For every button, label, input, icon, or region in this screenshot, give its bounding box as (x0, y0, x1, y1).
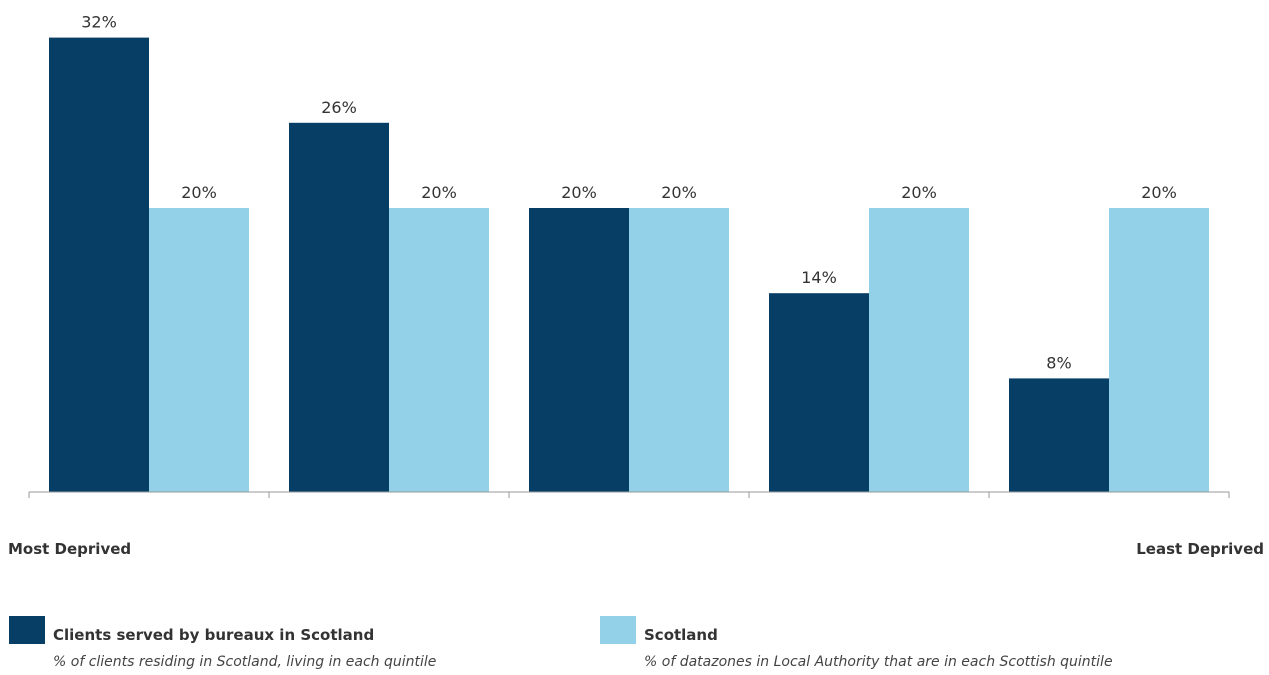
bar-clients-quintile-4 (769, 293, 869, 492)
bar-scotland-quintile-1 (149, 208, 249, 492)
data-label-clients-quintile-2: 26% (321, 98, 357, 117)
bar-scotland-quintile-5 (1109, 208, 1209, 492)
bar-clients-quintile-1 (49, 37, 149, 492)
legend-label-clients: Clients served by bureaux in Scotland (53, 626, 375, 644)
data-label-scotland-quintile-2: 20% (421, 183, 457, 202)
bar-clients-quintile-2 (289, 122, 389, 493)
data-label-clients-quintile-3: 20% (561, 183, 597, 202)
legend-description-clients: % of clients residing in Scotland, livin… (53, 654, 437, 670)
data-label-scotland-quintile-3: 20% (661, 183, 697, 202)
data-label-clients-quintile-4: 14% (801, 268, 837, 287)
data-labels-layer: 32% 26% 20% 14% 8% 20% 20% 20% 20% 20% (81, 13, 1177, 373)
legend-swatch-scotland (600, 616, 636, 644)
data-label-clients-quintile-1: 32% (81, 13, 117, 32)
legend-label-scotland: Scotland (644, 626, 718, 644)
bar-scotland-quintile-2 (389, 208, 489, 492)
bar-clients-quintile-5 (1009, 378, 1109, 492)
data-label-clients-quintile-5: 8% (1046, 353, 1071, 372)
data-label-scotland-quintile-4: 20% (901, 183, 937, 202)
bar-scotland-quintile-4 (869, 208, 969, 492)
legend-description-scotland: % of datazones in Local Authority that a… (644, 654, 1113, 670)
least-deprived-label: Least Deprived (1136, 540, 1264, 558)
x-axis: Quintile 1Quintile 2Quintile 3Quintile 4… (28, 491, 1230, 498)
bar-clients-quintile-3 (529, 208, 629, 492)
data-label-scotland-quintile-1: 20% (181, 183, 217, 202)
most-deprived-label: Most Deprived (8, 540, 132, 558)
bars-layer (49, 37, 1209, 493)
bar-chart: 32% 26% 20% 14% 8% 20% 20% 20% 20% 20% Quintile 1… (28, 13, 1230, 498)
bar-scotland-quintile-3 (629, 208, 729, 492)
legend-swatch-clients (9, 616, 45, 644)
data-label-scotland-quintile-5: 20% (1141, 183, 1177, 202)
